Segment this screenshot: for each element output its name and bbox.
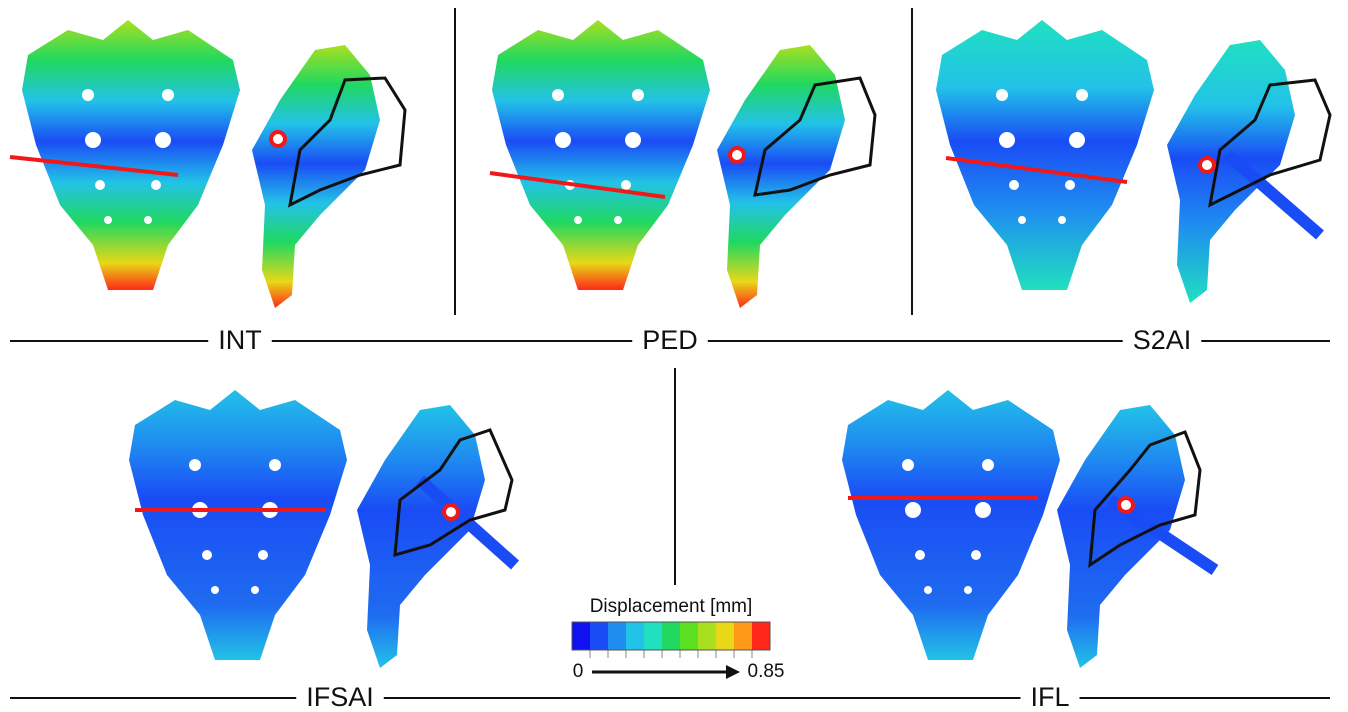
colorbar-min: 0 [573,661,584,682]
screw-line [489,171,666,199]
color-step [626,622,645,650]
outline [287,76,407,208]
panel-int [9,20,407,308]
color-step [752,622,771,650]
marker [442,503,460,521]
panel-label: S2AI [1133,325,1192,355]
sacrum-side [357,405,485,668]
marker [1198,156,1216,174]
sacrum-front [842,390,1060,660]
sacrum-front [22,20,240,290]
arrow-head [726,665,740,679]
outline [1207,78,1332,208]
panel-label: INT [218,325,262,355]
color-step [716,622,735,650]
sacrum-side [1167,40,1295,303]
panel-label: IFL [1030,682,1069,712]
outline [393,428,514,558]
colorbar-max: 0.85 [748,661,785,682]
outline [753,76,877,197]
colorbar: Displacement [mm] 0 0.85 [571,596,785,682]
color-step [734,622,753,650]
marker [728,146,746,164]
panel-ifl [842,390,1219,668]
panel-label: PED [642,325,698,355]
marker [1117,496,1135,514]
color-step [644,622,663,650]
screw-line [945,156,1128,184]
color-step [590,622,609,650]
labels: INT PED S2AI IFSAI IFL [208,325,1202,712]
color-step [698,622,717,650]
sacrum-front [936,20,1154,290]
screw [1224,150,1324,240]
sacrum-front [129,390,347,660]
outline [1088,430,1202,568]
color-step [572,622,591,650]
screw-line [9,155,179,177]
color-step [680,622,699,650]
colorbar-title: Displacement [mm] [590,596,753,617]
sacrum-side [252,45,380,308]
label-backing [208,327,272,355]
color-step [608,622,627,650]
panel-label: IFSAI [306,682,374,712]
marker [269,130,287,148]
panel-ifsai [129,390,520,668]
label-backing [1122,327,1202,355]
colorbar-frame [571,621,771,651]
panel-s2ai [936,20,1332,303]
label-backing [1020,684,1080,712]
panel-ped [489,20,877,308]
color-step [662,622,681,650]
label-backing [296,684,384,712]
label-backing [632,327,708,355]
sacrum-front [492,20,710,290]
